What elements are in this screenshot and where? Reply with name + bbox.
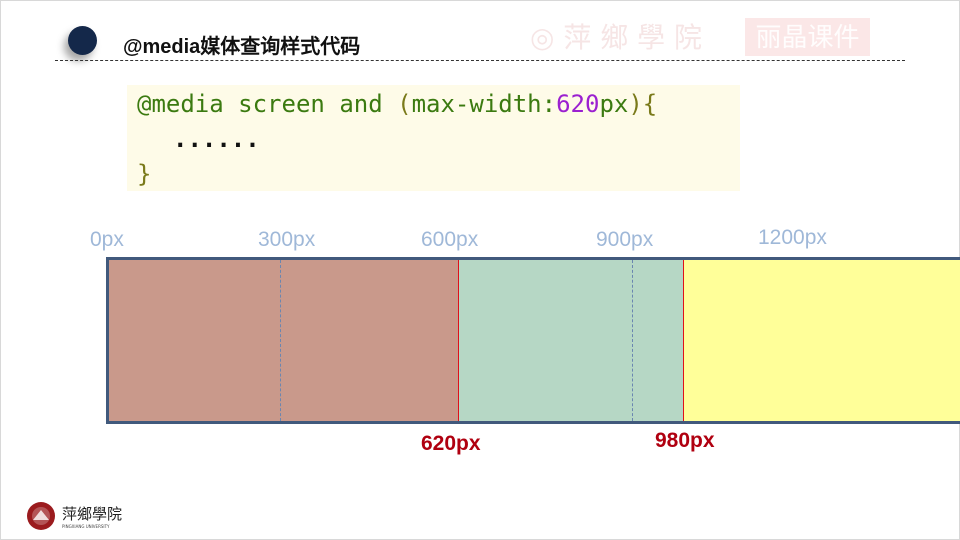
code-line-1: @media screen and (max-width:620px){ [137,90,658,118]
code-line-2: ...... [173,125,260,153]
tick-label: 0px [90,228,124,251]
tick-label: 900px [596,228,654,251]
svg-text:PINGXIANG UNIVERSITY: PINGXIANG UNIVERSITY [62,524,110,529]
breakpoint-label: 620px [421,432,481,455]
guide-900px [632,260,633,421]
range-medium-screen [459,260,686,421]
university-logo: 萍鄉學院 PINGXIANG UNIVERSITY [26,499,136,538]
code-line-3: } [137,160,152,188]
tick-label: 600px [421,228,479,251]
tick-label: 1200px [758,226,827,249]
watermark-brand: 丽晶课件 [745,18,870,56]
title-divider [55,60,905,61]
code-block: @media screen and (max-width:620px){ ...… [127,85,740,191]
guide-300px [280,260,281,421]
watermark-school-logo: ◎ 萍 鄉 學 院 [530,21,703,54]
range-small-screen [109,260,461,421]
title-bullet-icon [68,26,97,55]
range-large-screen [684,260,960,421]
viewport-width-bar [106,257,960,424]
svg-text:萍鄉學院: 萍鄉學院 [62,505,122,523]
tick-label: 300px [258,228,316,251]
breakpoint-label: 980px [655,429,715,452]
slide-title: @media媒体查询样式代码 [123,36,361,58]
